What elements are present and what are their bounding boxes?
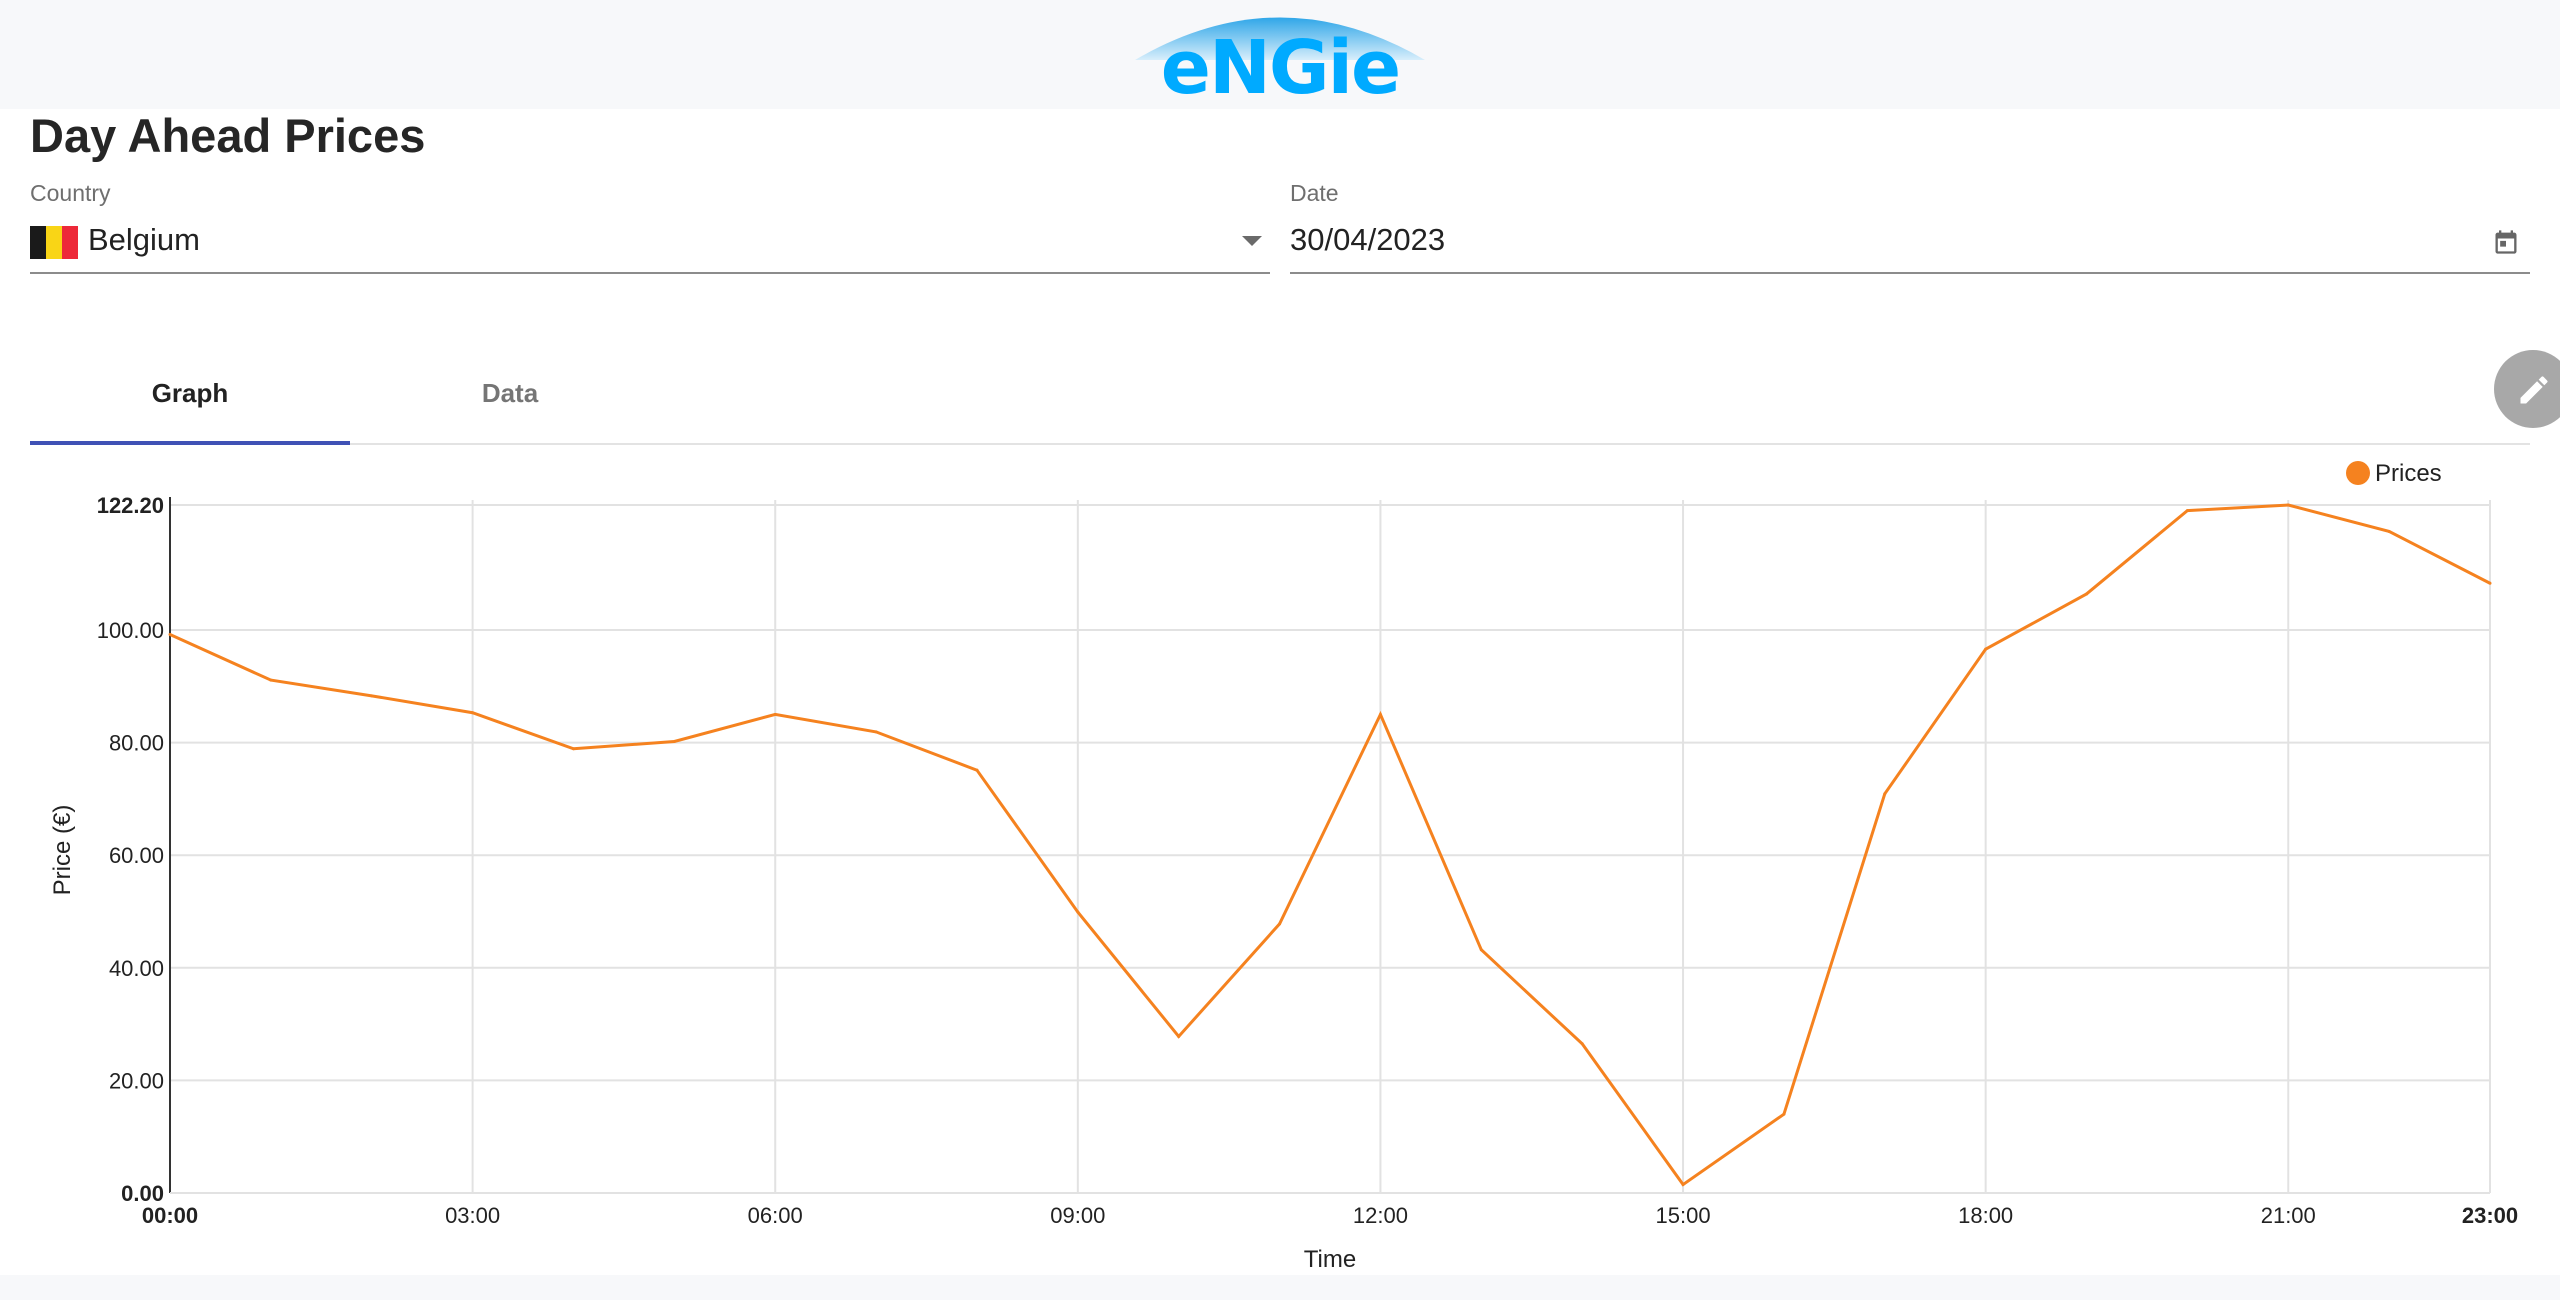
x-tick-label: 06:00 [748, 1203, 803, 1228]
flag-stripe-yellow [46, 226, 62, 259]
dropdown-arrow-icon[interactable] [1242, 236, 1262, 246]
chart-svg: 0.00 20.00 40.00 60.00 80.00 100.00 122.20 00:0… [49, 460, 2518, 1273]
data-point [2085, 592, 2089, 596]
x-tick-label: 23:00 [2462, 1203, 2518, 1228]
data-point [1177, 1034, 1181, 1038]
legend-swatch [2346, 461, 2370, 485]
data-point [975, 768, 979, 772]
grid [170, 500, 2491, 1193]
data-point [1076, 910, 1080, 914]
tab-data[interactable]: Data [481, 378, 539, 408]
bottom-strip [0, 1275, 2560, 1300]
y-tick-label: 40.00 [109, 956, 164, 981]
x-tick-label: 09:00 [1050, 1203, 1105, 1228]
data-point [1782, 1112, 1786, 1116]
view-tabs: Graph Data [30, 345, 2530, 445]
date-value: 30/04/2023 [1290, 222, 1446, 257]
x-axis-title: Time [1304, 1246, 1356, 1273]
y-tick-label: 122.20 [97, 493, 164, 518]
y-tick-label: 20.00 [109, 1068, 164, 1093]
flag-stripe-black [30, 226, 46, 259]
top-bar: eNGie [0, 0, 2560, 109]
page-title: Day Ahead Prices [30, 109, 426, 162]
country-underline [30, 272, 1270, 274]
data-point [2387, 529, 2391, 533]
data-point [672, 739, 676, 743]
legend-label: Prices [2375, 460, 2442, 487]
country-value: Belgium [88, 222, 200, 257]
country-select[interactable]: Country Belgium [30, 180, 1270, 274]
x-tick-label: 15:00 [1656, 1203, 1711, 1228]
x-tick-label: 00:00 [142, 1203, 198, 1228]
pencil-icon [2520, 376, 2548, 404]
y-axis-title: Price (€) [49, 805, 76, 896]
x-tick-label: 03:00 [445, 1203, 500, 1228]
data-point [874, 730, 878, 734]
y-tick-label: 0.00 [121, 1181, 164, 1206]
logo-arc-icon [1135, 17, 1425, 60]
date-underline [1290, 272, 2530, 274]
data-point [1278, 922, 1282, 926]
date-picker[interactable]: Date 30/04/2023 [1290, 180, 2530, 274]
axes: 0.00 20.00 40.00 60.00 80.00 100.00 122.20 00:0… [97, 493, 2518, 1228]
x-tick-label: 18:00 [1958, 1203, 2013, 1228]
edit-button[interactable] [2494, 350, 2560, 428]
data-point [1984, 647, 1988, 651]
y-tick-label: 80.00 [109, 731, 164, 756]
data-point [1479, 948, 1483, 952]
data-point [1883, 792, 1887, 796]
data-point [1378, 712, 1382, 716]
legend[interactable]: Prices [2346, 460, 2442, 487]
x-tick-label: 12:00 [1353, 1203, 1408, 1228]
tab-graph[interactable]: Graph [151, 378, 229, 408]
engie-logo[interactable]: eNGie [1160, 25, 1401, 111]
calendar-icon[interactable] [2492, 228, 2520, 256]
price-chart: 0.00 20.00 40.00 60.00 80.00 100.00 122.20 00:0… [0, 450, 2560, 1275]
data-point [571, 747, 575, 751]
data-point [471, 711, 475, 715]
country-label: Country [30, 180, 111, 206]
data-point [2185, 509, 2189, 513]
series-layer [168, 503, 2492, 1187]
data-point [269, 678, 273, 682]
y-tick-label: 100.00 [97, 618, 164, 643]
data-point [2488, 581, 2492, 585]
data-point [1681, 1183, 1685, 1187]
data-point [773, 712, 777, 716]
prices-series-line [169, 503, 2491, 1187]
date-label: Date [1290, 180, 1339, 206]
active-tab-indicator [30, 441, 350, 445]
data-point [168, 632, 172, 636]
data-point [1580, 1042, 1584, 1046]
y-tick-label: 60.00 [109, 843, 164, 868]
flag-stripe-red [62, 226, 78, 259]
data-point [2286, 503, 2290, 507]
belgium-flag-icon [30, 226, 78, 259]
x-tick-label: 21:00 [2261, 1203, 2316, 1228]
data-point [370, 694, 374, 698]
